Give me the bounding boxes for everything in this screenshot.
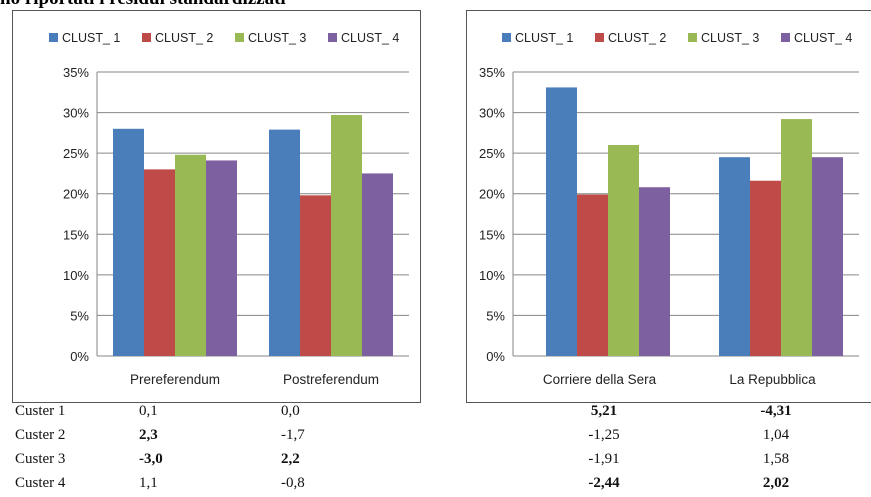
residual-value: 2,02 [762,475,790,491]
y-tick-label: 35% [63,65,89,80]
bar [608,145,639,356]
bar [577,194,608,356]
residual-value: -1,7 [281,427,305,443]
legend-swatch [49,33,58,42]
residual-value: 0,0 [281,403,300,419]
bar [546,87,577,356]
legend-swatch [688,33,697,42]
legend-entry: CLUST_ 1 [515,31,573,45]
residual-value: -1,25 [588,427,620,443]
bar [269,129,300,356]
bar [144,169,175,356]
residual-value: 2,3 [139,427,158,443]
y-tick-label: 5% [486,308,505,323]
legend-swatch [781,33,790,42]
legend-entry: CLUST_ 2 [155,31,213,45]
x-tick-label: Corriere della Sera [543,372,657,387]
legend-entry: CLUST_ 4 [341,31,399,45]
bar [812,157,843,356]
residual-value: -1,91 [588,451,620,467]
legend-entry: CLUST_ 3 [248,31,306,45]
x-tick-label: La Repubblica [729,372,816,387]
y-tick-label: 0% [486,349,505,364]
y-tick-label: 35% [479,65,505,80]
residual-value: -4,31 [760,403,792,419]
bar [331,115,362,357]
residual-value: 1,04 [762,427,790,443]
bar [206,160,237,356]
standardized-residuals-table: Custer 1 0,1 0,0 5,21 -4,31 Custer 2 2,3 -1,7 -1… [0,403,871,497]
y-tick-label: 10% [479,268,505,283]
chart-panel-newspapers: 0% 5% 10% 15% 20% 25% 30% 35% Corriere della Ser… [466,10,871,403]
legend-swatch [502,33,511,42]
residual-row-label: Custer 1 [15,403,66,419]
chart-panel-referendum: 0% 5% 10% 15% 20% 25% 30% 35% Prereferendum Postr… [12,10,421,403]
x-tick-label: Postreferendum [283,372,379,387]
legend-entry: CLUST_ 4 [794,31,852,45]
legend-swatch [595,33,604,42]
y-tick-label: 15% [63,227,89,242]
residual-value: -0,8 [281,475,305,491]
legend-swatch [235,33,244,42]
figure-caption: no riportati i residui standardizzati [0,0,286,14]
residual-value: 1,1 [139,475,158,491]
bar-chart-newspapers: 0% 5% 10% 15% 20% 25% 30% 35% Corriere della Ser… [479,31,859,387]
bar [750,180,781,356]
y-tick-label: 30% [63,106,89,121]
y-tick-label: 25% [63,146,89,161]
y-tick-label: 5% [70,308,89,323]
residual-row-label: Custer 2 [15,427,66,443]
y-tick-label: 10% [63,268,89,283]
bar [719,157,750,356]
residual-value: -3,0 [139,451,163,467]
bar [362,173,393,356]
residual-value: 2,2 [281,451,300,467]
bar [113,128,144,356]
y-tick-label: 25% [479,146,505,161]
bar [300,195,331,356]
y-tick-label: 20% [479,187,505,202]
x-tick-label: Prereferendum [130,372,220,387]
residual-value: -2,44 [588,475,620,491]
bar [639,187,670,356]
legend-entry: CLUST_ 1 [62,31,120,45]
bar [175,154,206,356]
bar-chart-referendum: 0% 5% 10% 15% 20% 25% 30% 35% Prereferendum Postr… [49,31,409,387]
residual-value: 0,1 [139,403,158,419]
residual-row-label: Custer 3 [15,451,66,467]
legend-swatch [142,33,151,42]
legend-swatch [328,33,337,42]
y-tick-label: 30% [479,106,505,121]
residual-row-label: Custer 4 [15,475,66,491]
y-tick-label: 20% [63,187,89,202]
residual-value: 1,58 [762,451,790,467]
y-tick-label: 0% [70,349,89,364]
legend-entry: CLUST_ 2 [608,31,666,45]
residual-value: 5,21 [590,403,618,419]
y-tick-label: 15% [479,227,505,242]
legend-entry: CLUST_ 3 [701,31,759,45]
bar [781,119,812,356]
